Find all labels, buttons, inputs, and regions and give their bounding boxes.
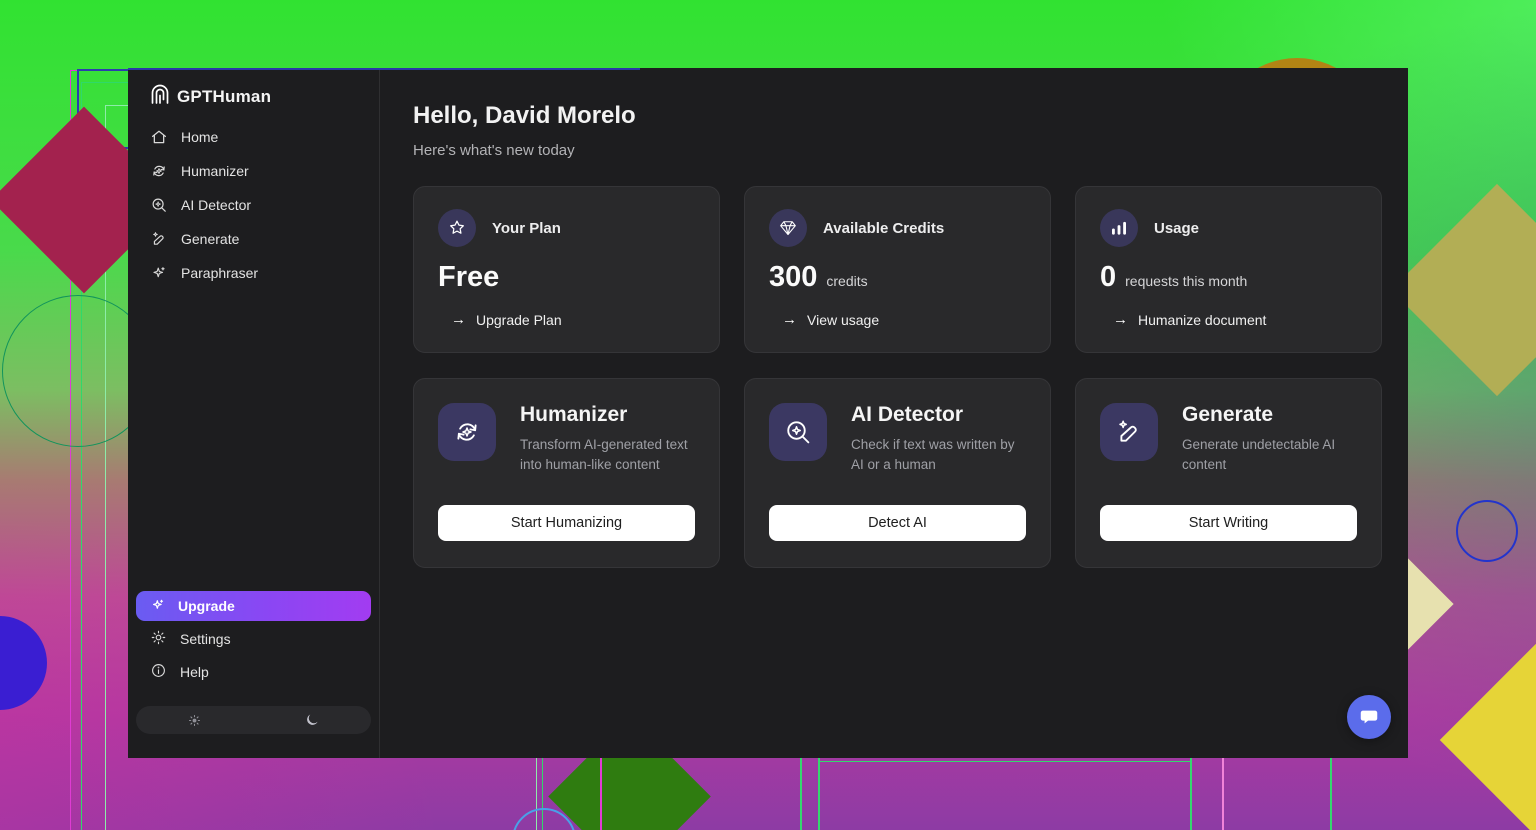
sidebar-item-label: AI Detector xyxy=(181,197,252,213)
feature-description: Check if text was written by AI or a hum… xyxy=(851,437,1015,473)
bg-line xyxy=(1330,758,1332,830)
view-usage-link[interactable]: → View usage xyxy=(782,311,879,328)
upgrade-button[interactable]: Upgrade xyxy=(136,591,371,621)
stat-label: Usage xyxy=(1154,219,1200,237)
sidebar-item-label: Home xyxy=(181,129,219,145)
chat-bubble-icon xyxy=(1360,710,1378,724)
sidebar-item-label: Paraphraser xyxy=(181,265,259,281)
sun-icon xyxy=(189,714,201,726)
stat-unit: requests this month xyxy=(1125,273,1248,289)
arrow-right-icon: → xyxy=(782,311,797,328)
bg-line xyxy=(818,761,1190,762)
stat-link-label: View usage xyxy=(807,311,880,328)
stat-label: Available Credits xyxy=(823,219,945,237)
sidebar-item-help[interactable]: Help xyxy=(128,658,379,686)
sidebar-item-paraphraser[interactable]: Paraphraser xyxy=(128,259,379,287)
bg-line xyxy=(1190,758,1192,830)
upgrade-plan-link[interactable]: → Upgrade Plan xyxy=(451,311,562,328)
bg-line xyxy=(1222,758,1224,830)
humanize-document-link[interactable]: → Humanize document xyxy=(1113,311,1266,328)
sidebar-item-ai-detector[interactable]: AI Detector xyxy=(128,191,379,219)
sidebar-item-home[interactable]: Home xyxy=(128,123,379,151)
page-subtitle: Here's what's new today xyxy=(413,142,575,159)
page-title: Hello, David Morelo xyxy=(413,102,636,129)
stat-link-label: Upgrade Plan xyxy=(476,311,562,328)
stat-card-available-credits: Available Credits 300 credits → View usa… xyxy=(744,186,1051,353)
gear-icon xyxy=(150,629,167,649)
stat-link-label: Humanize document xyxy=(1138,311,1267,328)
feature-title: Humanizer xyxy=(520,403,628,426)
brand-name: GPTHuman xyxy=(177,86,272,106)
feature-card-humanizer: Humanizer Transform AI-generated text in… xyxy=(413,378,720,568)
stat-value: 300 xyxy=(769,261,818,293)
theme-toggle[interactable] xyxy=(136,706,371,734)
stat-value: 0 xyxy=(1100,261,1117,293)
main-content: Hello, David Morelo Here's what's new to… xyxy=(380,68,1408,758)
sidebar-nav: Home Humanizer xyxy=(128,123,379,293)
feature-title: Generate xyxy=(1182,403,1274,426)
sparkles-icon xyxy=(150,597,166,616)
stat-value: Free xyxy=(438,261,500,293)
feature-description: Transform AI-generated text into human-l… xyxy=(520,437,688,473)
upgrade-label: Upgrade xyxy=(178,598,235,614)
stat-card-usage: Usage 0 requests this month → Humanize d… xyxy=(1075,186,1382,353)
bg-line xyxy=(818,758,820,830)
arrow-right-icon: → xyxy=(1113,311,1128,328)
paraphraser-icon xyxy=(150,264,168,282)
sidebar-item-label: Humanizer xyxy=(181,163,249,179)
start-writing-button[interactable]: Start Writing xyxy=(1100,505,1357,541)
info-icon xyxy=(150,662,167,682)
stat-label: Your Plan xyxy=(492,219,561,237)
star-icon xyxy=(438,209,476,247)
sidebar-item-generate[interactable]: Generate xyxy=(128,225,379,253)
brand-logo[interactable]: GPTHuman xyxy=(148,82,271,111)
app-window: GPTHuman Home xyxy=(128,68,1408,758)
light-mode-option[interactable] xyxy=(136,706,254,734)
generate-icon xyxy=(1100,403,1158,461)
chat-launcher-button[interactable] xyxy=(1347,695,1391,739)
feature-card-generate: Generate Generate undetectable AI conten… xyxy=(1075,378,1382,568)
bg-line xyxy=(800,758,802,830)
fingerprint-logo-icon xyxy=(148,82,172,111)
humanizer-icon xyxy=(438,403,496,461)
gem-icon xyxy=(769,209,807,247)
bg-circle-blue-outline xyxy=(1456,500,1518,562)
sidebar-item-humanizer[interactable]: Humanizer xyxy=(128,157,379,185)
moon-icon xyxy=(307,714,318,725)
bg-line-over-window xyxy=(128,68,640,70)
help-label: Help xyxy=(180,664,209,680)
stat-unit: credits xyxy=(826,273,868,289)
sidebar-item-settings[interactable]: Settings xyxy=(128,625,379,653)
sidebar-item-label: Generate xyxy=(181,231,240,247)
generate-icon xyxy=(150,230,168,248)
ai-detector-icon xyxy=(769,403,827,461)
arrow-right-icon: → xyxy=(451,311,466,328)
feature-title: AI Detector xyxy=(851,403,964,426)
detect-ai-button[interactable]: Detect AI xyxy=(769,505,1026,541)
feature-description: Generate undetectable AI content xyxy=(1182,437,1336,473)
settings-label: Settings xyxy=(180,631,231,647)
ai-detector-icon xyxy=(150,196,168,214)
home-icon xyxy=(150,128,168,146)
stat-card-your-plan: Your Plan Free → Upgrade Plan xyxy=(413,186,720,353)
humanizer-icon xyxy=(150,162,168,180)
stats-row: Your Plan Free → Upgrade Plan xyxy=(413,186,1382,353)
bg-line xyxy=(600,758,602,830)
bar-chart-icon xyxy=(1100,209,1138,247)
features-row: Humanizer Transform AI-generated text in… xyxy=(413,378,1382,568)
dark-mode-option[interactable] xyxy=(254,706,372,734)
sidebar: GPTHuman Home xyxy=(128,68,380,758)
feature-card-ai-detector: AI Detector Check if text was written by… xyxy=(744,378,1051,568)
start-humanizing-button[interactable]: Start Humanizing xyxy=(438,505,695,541)
